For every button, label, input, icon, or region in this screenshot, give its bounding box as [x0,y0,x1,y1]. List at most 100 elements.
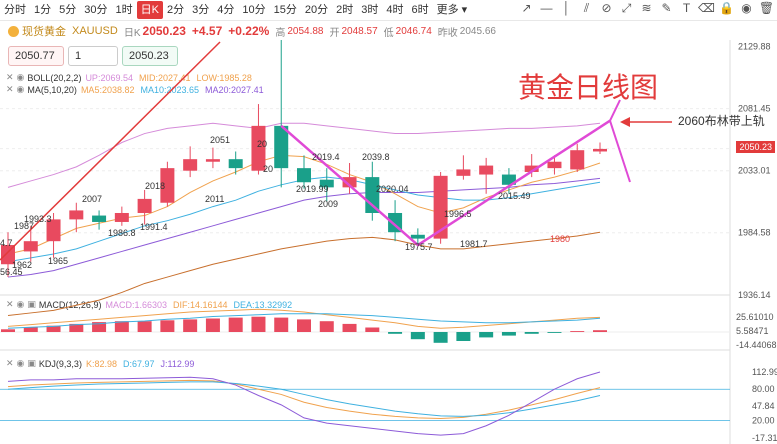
macd-axis-label: 5.58471 [736,326,769,336]
settings-icon[interactable]: ▣ [27,358,36,368]
sell-price-button[interactable]: 2050.77 [8,46,64,66]
macd-bar [433,332,448,343]
instrument-name[interactable]: 现货黄金 [22,26,66,38]
eye-icon[interactable]: ◉ [16,358,25,368]
candle-body [456,169,471,176]
eye-icon[interactable]: ◉ [16,84,25,94]
timeframe-tab[interactable]: 日K [136,1,163,19]
kdj-axis-label: 20.00 [752,416,775,426]
settings-icon[interactable]: ▣ [27,299,36,309]
candle-body [251,125,266,171]
candle-body [23,241,38,252]
text-icon[interactable]: T [682,1,691,15]
macd-bar [160,320,175,332]
chart-annotation-note: 2060布林带上轨 [678,114,765,128]
high-label: 高 [275,27,286,39]
price-label: 2018 [145,181,165,191]
timeframe-tab[interactable]: 2分 [166,4,185,16]
price-label: 2009 [318,199,338,209]
macd-bar [46,325,61,332]
candle-body [319,179,334,188]
timeframe-tab[interactable]: 1时 [115,4,133,16]
measure-icon[interactable]: ⤢ [621,1,632,15]
note-arrowhead [620,117,630,127]
macd-bar [183,319,198,332]
price-label: 2019.4 [312,152,340,162]
macd-dea-line [7,313,601,329]
price-label: 1993.3 [24,214,52,224]
close-icon[interactable]: ✕ [6,84,14,94]
candle-body [46,219,61,242]
price-label: 1965 [48,256,68,266]
timeframe-tab[interactable]: 30分 [84,4,108,16]
kdj-name: KDJ(9,3,3) [38,358,82,369]
ma-legend: ✕ ◉ MA(5,10,20) MA5:2038.82 MA10:2023.65… [6,84,264,95]
price-label: 1980 [550,234,570,244]
open-value: 2048.57 [341,25,378,37]
price-change-pct: +0.22% [228,24,270,38]
dea-value: DEA:13.32992 [233,299,293,310]
close-icon[interactable]: ✕ [6,72,14,82]
eye-icon[interactable]: ◉ [741,1,752,15]
timeframe-tab[interactable]: 10分 [242,4,266,16]
kdj-legend: ✕ ◉ ▣ KDJ(9,3,3) K:82.98 D:67.97 J:112.9… [6,358,194,369]
quantity-input[interactable]: 1 [68,46,118,66]
eraser-icon[interactable]: ⌫ [698,1,715,15]
close-icon[interactable]: ✕ [6,358,14,368]
kdj-k-line [7,379,601,419]
candle-body [1,245,15,265]
eye-icon[interactable]: ◉ [16,299,25,309]
timeframe-tab[interactable]: 20分 [304,4,329,16]
price-label: 2015.49 [498,191,531,201]
candle-body [297,168,311,183]
price-label: 20 [263,164,273,174]
channel-icon[interactable]: ⊘ [601,1,612,15]
prev-close-label: 昨收 [437,27,458,39]
timeframe-tab[interactable]: 3时 [361,4,379,16]
price-label: 1996.5 [444,209,472,219]
buy-price-button[interactable]: 2050.23 [122,46,178,66]
candle-body [92,215,107,222]
candle-body [365,177,380,213]
timeframe-tab[interactable]: 4分 [217,4,235,16]
timeframe-tab[interactable]: 3分 [192,4,210,16]
timeframe-tab[interactable]: 1分 [34,4,52,16]
timeframe-tab[interactable]: 5分 [59,4,77,16]
gold-coin-icon [8,25,19,37]
lock-icon[interactable]: 🔒 [719,1,734,15]
price-label: 2039.8 [362,152,390,162]
parallel-line-icon[interactable]: ⫽ [583,1,590,15]
timeframe-tab[interactable]: 分时 [4,4,26,16]
j-value: J:112.99 [160,358,195,369]
boll-low: LOW:1985.28 [196,72,252,83]
timeframe-tab[interactable]: 更多 ▾ [436,4,468,16]
arrow-up [609,99,621,122]
price-label: 1991.4 [140,222,168,232]
vertical-line-icon[interactable]: │ [562,1,571,15]
ma20-value: MA20:2027.41 [205,84,264,95]
fib-icon[interactable]: ≋ [641,1,652,15]
macd-bar [524,332,539,334]
pen-icon[interactable]: ✎ [661,1,672,15]
axis-tick-label: 1936.14 [738,290,771,300]
candle-body [433,175,448,239]
close-icon[interactable]: ✕ [6,299,14,309]
timeframe-tab[interactable]: 4时 [386,4,404,16]
macd-value: MACD:1.66303 [105,299,167,310]
timeframe-tab[interactable]: 15分 [273,4,297,16]
ma-name: MA(5,10,20) [27,84,77,95]
candle-body [137,198,152,213]
macd-bar [456,332,471,341]
kdj-axis-label: 112.99 [752,367,777,377]
quote-header: 现货黄金 XAUUSD 日K 2050.23 +4.57 +0.22% 高 20… [0,22,777,40]
price-label: 2020.04 [376,184,409,194]
horizontal-line-icon[interactable]: ― [540,1,553,15]
timeframe-tab[interactable]: 2时 [336,4,354,16]
eye-icon[interactable]: ◉ [16,72,25,82]
boll-up: UP:2069.54 [85,72,133,83]
trend-line-icon[interactable]: ↗ [521,1,532,15]
timeframe-tab[interactable]: 6时 [411,4,429,16]
trash-icon[interactable]: 🗑 [758,1,775,15]
boll-mid: MID:2027.41 [138,72,191,83]
